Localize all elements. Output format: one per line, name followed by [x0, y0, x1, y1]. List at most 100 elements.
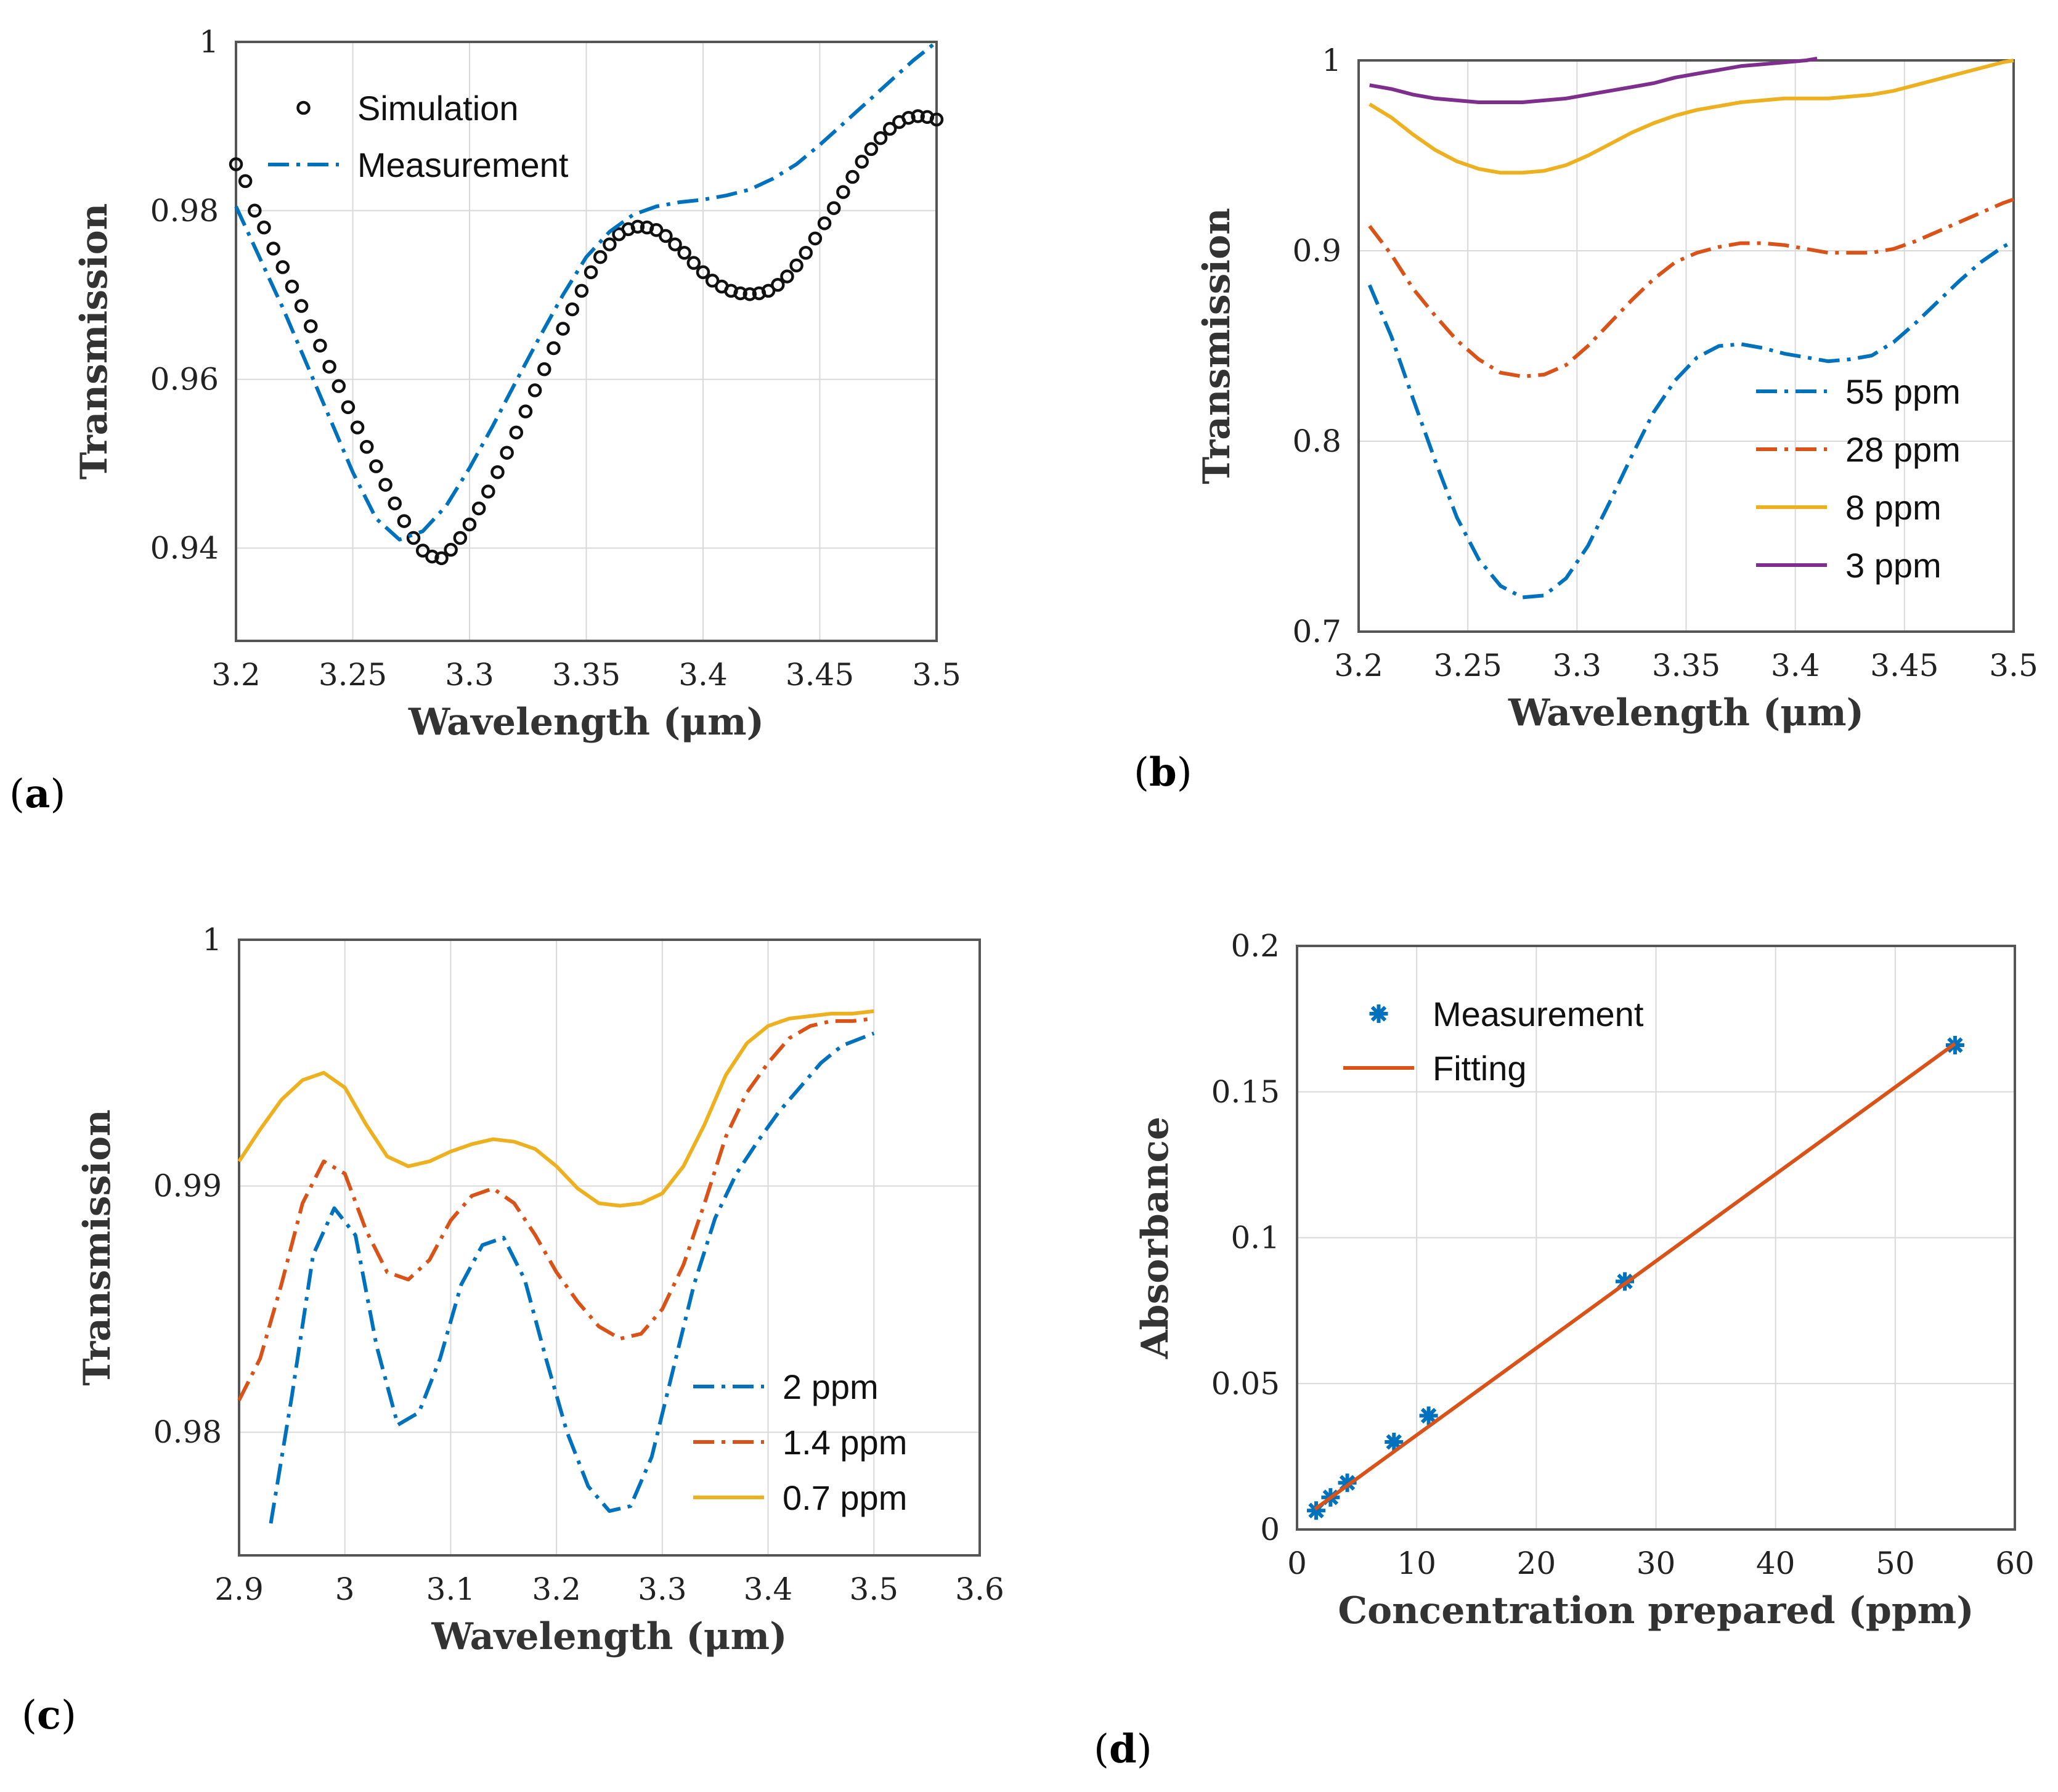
- legend-label: Fitting: [1433, 1049, 1527, 1088]
- data-point-measurement: [1419, 1406, 1438, 1425]
- panel-label-letter: b: [1149, 749, 1177, 796]
- legend-label: Measurement: [357, 145, 569, 184]
- data-point-simulation: [378, 478, 392, 492]
- series-8-ppm-line: [1369, 59, 2014, 175]
- data-point-simulation: [584, 265, 598, 279]
- panel-d: 0 10 20 30 40 50 60 0 0.05 0.1 0.15 0.2 Concentratio…: [1094, 928, 2035, 1772]
- data-point-simulation: [500, 446, 514, 460]
- data-point-simulation: [882, 121, 897, 136]
- panel-label-letter: c: [37, 1692, 61, 1738]
- data-point-simulation: [350, 420, 365, 434]
- data-point-simulation: [826, 201, 841, 215]
- data-point-simulation: [855, 155, 869, 169]
- data-point-measurement: [1385, 1432, 1404, 1451]
- x-tick-label: 30: [1637, 1546, 1676, 1581]
- y-tick-label: 0.96: [150, 362, 219, 397]
- x-tick-label: 3.45: [1870, 648, 1938, 683]
- x-tick-label: 3.5: [1989, 648, 2038, 683]
- x-tick-label: 3.4: [744, 1571, 793, 1607]
- x-tick-label: 3.35: [552, 657, 620, 693]
- x-axis-label: Wavelength (μm): [1508, 691, 1864, 735]
- y-axis-label: Transmission: [1195, 208, 1238, 484]
- data-point-simulation: [789, 258, 803, 273]
- x-tick-label: 3.3: [445, 657, 494, 693]
- data-point-simulation: [929, 112, 944, 127]
- data-point-simulation: [331, 379, 346, 393]
- y-tick-label: 0.05: [1211, 1366, 1280, 1401]
- data-point-simulation: [864, 142, 879, 157]
- x-axis-label: Wavelength (μm): [431, 1615, 787, 1658]
- data-point-simulation: [537, 362, 551, 377]
- panel-label: (b): [1134, 749, 1192, 796]
- data-point-simulation: [547, 341, 561, 356]
- legend-label: Simulation: [357, 89, 518, 128]
- y-axis-label: Absorbance: [1134, 1117, 1177, 1359]
- data-point-simulation: [817, 216, 832, 230]
- x-tick-label: 3.2: [532, 1571, 581, 1607]
- data-point-simulation: [238, 174, 253, 189]
- data-point-measurement: [1307, 1501, 1326, 1520]
- x-tick-label: 40: [1756, 1546, 1796, 1581]
- series-0-7-ppm-line: [237, 1009, 874, 1208]
- x-tick-label: 3.25: [1434, 648, 1502, 683]
- data-point-simulation: [686, 256, 701, 270]
- data-point-measurement: [1616, 1272, 1635, 1291]
- legend-label: 1.4 ppm: [783, 1423, 907, 1462]
- data-point-simulation: [266, 242, 280, 256]
- data-point-simulation: [248, 203, 262, 218]
- x-tick-label: 3.1: [426, 1571, 476, 1607]
- y-axis-label: Transmission: [76, 1109, 119, 1385]
- x-tick-label: 20: [1517, 1546, 1556, 1581]
- data-point-simulation: [406, 531, 421, 545]
- data-point-simulation: [481, 484, 495, 499]
- y-tick-label: 0.15: [1211, 1074, 1280, 1110]
- y-tick-label: 0.2: [1230, 928, 1280, 964]
- y-tick-label: 0.94: [150, 530, 219, 566]
- plot-frame: [1296, 945, 2016, 1531]
- data-point-simulation: [574, 283, 589, 298]
- panel-label-letter: d: [1109, 1726, 1137, 1772]
- x-tick-label: 3.2: [1334, 648, 1383, 683]
- data-point-simulation: [294, 299, 309, 313]
- data-point-simulation: [444, 542, 458, 557]
- y-tick-label: 1: [202, 922, 222, 958]
- data-point-simulation: [911, 109, 925, 123]
- data-point-simulation: [901, 110, 916, 125]
- x-tick-label: 2.9: [214, 1571, 264, 1607]
- data-point-simulation: [771, 278, 785, 292]
- data-point-simulation: [873, 131, 888, 145]
- x-tick-label: 3.4: [1771, 648, 1820, 683]
- data-point-simulation: [677, 246, 691, 260]
- data-point-simulation: [630, 219, 645, 234]
- legend-label: 2 ppm: [783, 1367, 879, 1406]
- legend-label: 8 ppm: [1845, 488, 1942, 527]
- legend-label: 3 ppm: [1845, 546, 1942, 585]
- data-point-simulation: [808, 231, 823, 246]
- data-point-simulation: [593, 250, 608, 264]
- legend-swatch: [296, 100, 311, 115]
- y-tick-label: 1: [199, 24, 219, 60]
- data-point-simulation: [275, 260, 290, 274]
- panel-label: (c): [22, 1692, 76, 1738]
- y-tick-label: 0.1: [1230, 1220, 1280, 1256]
- data-point-simulation: [518, 404, 533, 418]
- data-point-simulation: [359, 439, 374, 454]
- x-tick-label: 3.6: [955, 1571, 1004, 1607]
- x-tick-label: 10: [1397, 1546, 1436, 1581]
- data-point-simulation: [471, 501, 486, 516]
- data-point-simulation: [425, 549, 439, 564]
- series-fitting-line: [1314, 1042, 1956, 1511]
- data-point-simulation: [845, 169, 860, 184]
- x-tick-label: 3.3: [638, 1571, 687, 1607]
- data-point-simulation: [742, 287, 757, 301]
- legend-label: 0.7 ppm: [783, 1478, 907, 1517]
- data-point-simulation: [733, 286, 747, 301]
- y-tick-label: 0.99: [153, 1168, 222, 1204]
- series-28-ppm-line: [1368, 197, 2014, 378]
- series-1-4-ppm-line: [237, 1016, 874, 1401]
- plot-frame: [1357, 59, 2015, 633]
- data-point-simulation: [257, 220, 271, 235]
- data-point-simulation: [780, 269, 794, 283]
- data-point-simulation: [229, 157, 243, 171]
